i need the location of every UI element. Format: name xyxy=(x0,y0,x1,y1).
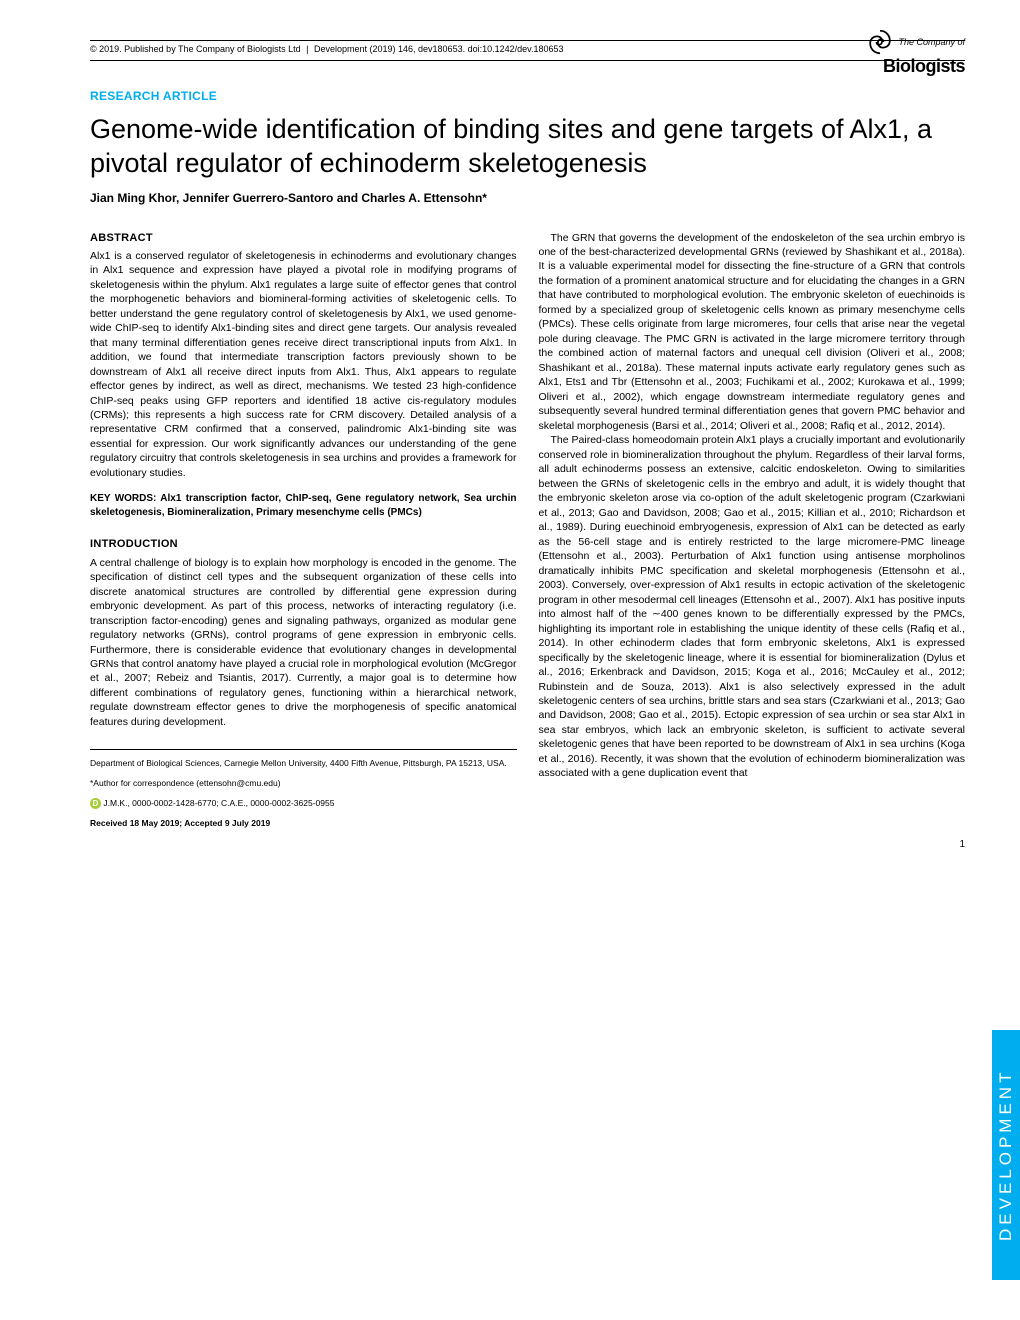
copyright-text: © 2019. Published by The Company of Biol… xyxy=(90,44,301,54)
journal-side-tab: DEVELOPMENT xyxy=(992,1030,1020,1280)
article-title: Genome-wide identification of binding si… xyxy=(90,113,965,181)
affiliation-block: Department of Biological Sciences, Carne… xyxy=(90,749,517,830)
department-affiliation: Department of Biological Sciences, Carne… xyxy=(90,758,517,770)
intro-paragraph: A central challenge of biology is to exp… xyxy=(90,556,517,730)
two-column-body: ABSTRACT Alx1 is a conserved regulator o… xyxy=(90,231,965,838)
orcid-ids: J.M.K., 0000-0002-1428-6770; C.A.E., 000… xyxy=(103,798,334,808)
keywords-block: KEY WORDS: Alx1 transcription factor, Ch… xyxy=(90,492,517,519)
corresponding-author: *Author for correspondence (ettensohn@cm… xyxy=(90,778,517,790)
abstract-text: Alx1 is a conserved regulator of skeleto… xyxy=(90,249,517,481)
journal-citation: Development (2019) 146, dev180653. doi:1… xyxy=(314,44,564,54)
orcid-line: D J.M.K., 0000-0002-1428-6770; C.A.E., 0… xyxy=(90,798,517,810)
introduction-text: A central challenge of biology is to exp… xyxy=(90,556,517,730)
article-type-label: RESEARCH ARTICLE xyxy=(90,89,965,103)
top-rule xyxy=(90,40,965,41)
right-column: The GRN that governs the development of … xyxy=(539,231,966,838)
abstract-heading: ABSTRACT xyxy=(90,231,517,246)
running-header: © 2019. Published by The Company of Biol… xyxy=(90,44,965,61)
body-paragraph-1: The GRN that governs the development of … xyxy=(539,231,966,434)
logo-main-text: Biologists xyxy=(883,56,965,76)
biologists-knot-icon xyxy=(866,28,894,56)
header-divider: | xyxy=(306,44,308,54)
author-list: Jian Ming Khor, Jennifer Guerrero-Santor… xyxy=(90,191,965,205)
left-column: ABSTRACT Alx1 is a conserved regulator o… xyxy=(90,231,517,838)
logo-top-text: The Company of xyxy=(898,37,965,47)
publisher-logo: The Company of Biologists xyxy=(866,28,965,77)
introduction-heading: INTRODUCTION xyxy=(90,537,517,552)
body-paragraph-2: The Paired-class homeodomain protein Alx… xyxy=(539,433,966,781)
page-number: 1 xyxy=(959,839,965,850)
received-accepted-dates: Received 18 May 2019; Accepted 9 July 20… xyxy=(90,818,517,830)
orcid-icon: D xyxy=(90,798,101,809)
